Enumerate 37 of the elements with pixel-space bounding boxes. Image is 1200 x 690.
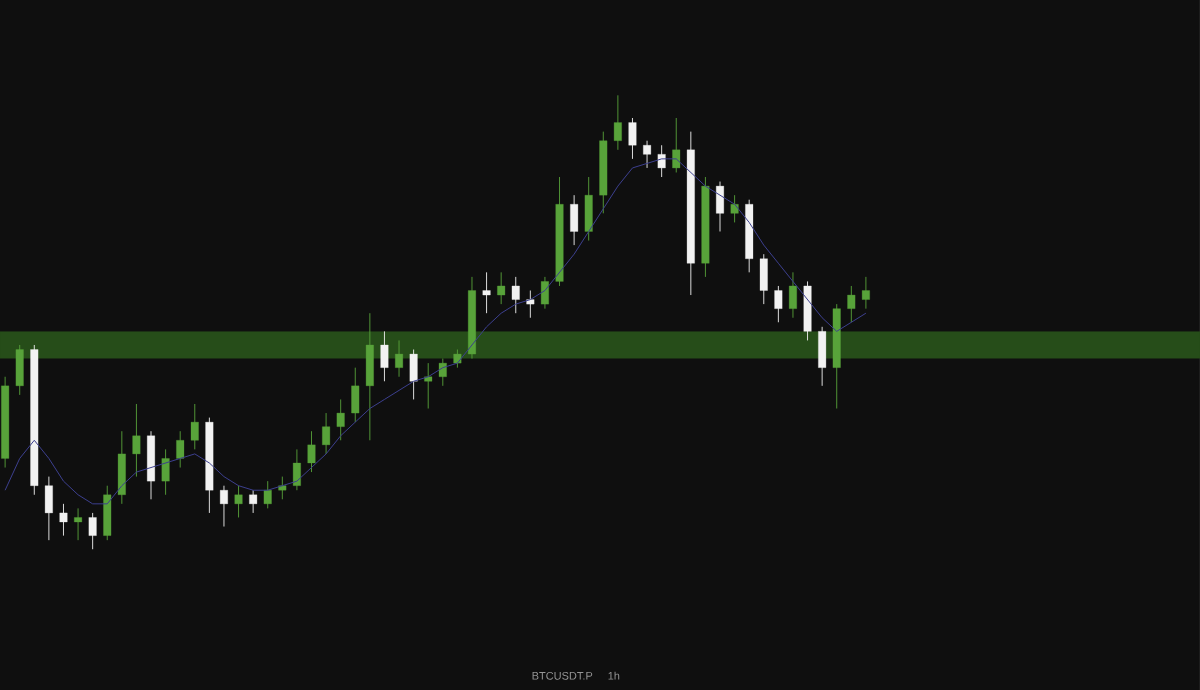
candlestick [263, 480, 272, 509]
candlestick [511, 276, 520, 314]
candlestick [88, 512, 97, 550]
text: 1h [608, 671, 620, 680]
candlestick [730, 194, 739, 223]
candlestick [132, 403, 141, 478]
candlestick [278, 476, 287, 500]
candlestick [190, 403, 199, 450]
candlestick [847, 285, 856, 323]
candlestick [74, 507, 82, 541]
candlestick [438, 358, 447, 387]
candlestick [453, 349, 462, 369]
candlestick [774, 285, 783, 323]
candlestick [161, 448, 170, 496]
candlestick [220, 485, 228, 528]
candlestick [249, 489, 258, 514]
candlestick [789, 271, 797, 319]
candlestick [380, 330, 389, 382]
candlestick [336, 399, 345, 441]
candlestick [657, 144, 666, 178]
candlestick [395, 340, 403, 378]
candlestick [628, 117, 637, 160]
candlestick [292, 448, 301, 491]
text: BTCUSDT.P [532, 671, 593, 680]
candlestick [59, 503, 68, 537]
candlestick [613, 94, 622, 151]
candlestick [497, 271, 506, 305]
candlestick [424, 362, 433, 409]
candlestick [643, 140, 651, 169]
candlestick [482, 271, 491, 314]
candlestick [176, 430, 185, 468]
candlestick [861, 276, 870, 310]
candlestick [234, 485, 243, 518]
candlestick [540, 276, 549, 310]
candlestick [307, 430, 316, 473]
candlestick [322, 412, 331, 455]
candlestick [672, 117, 681, 173]
